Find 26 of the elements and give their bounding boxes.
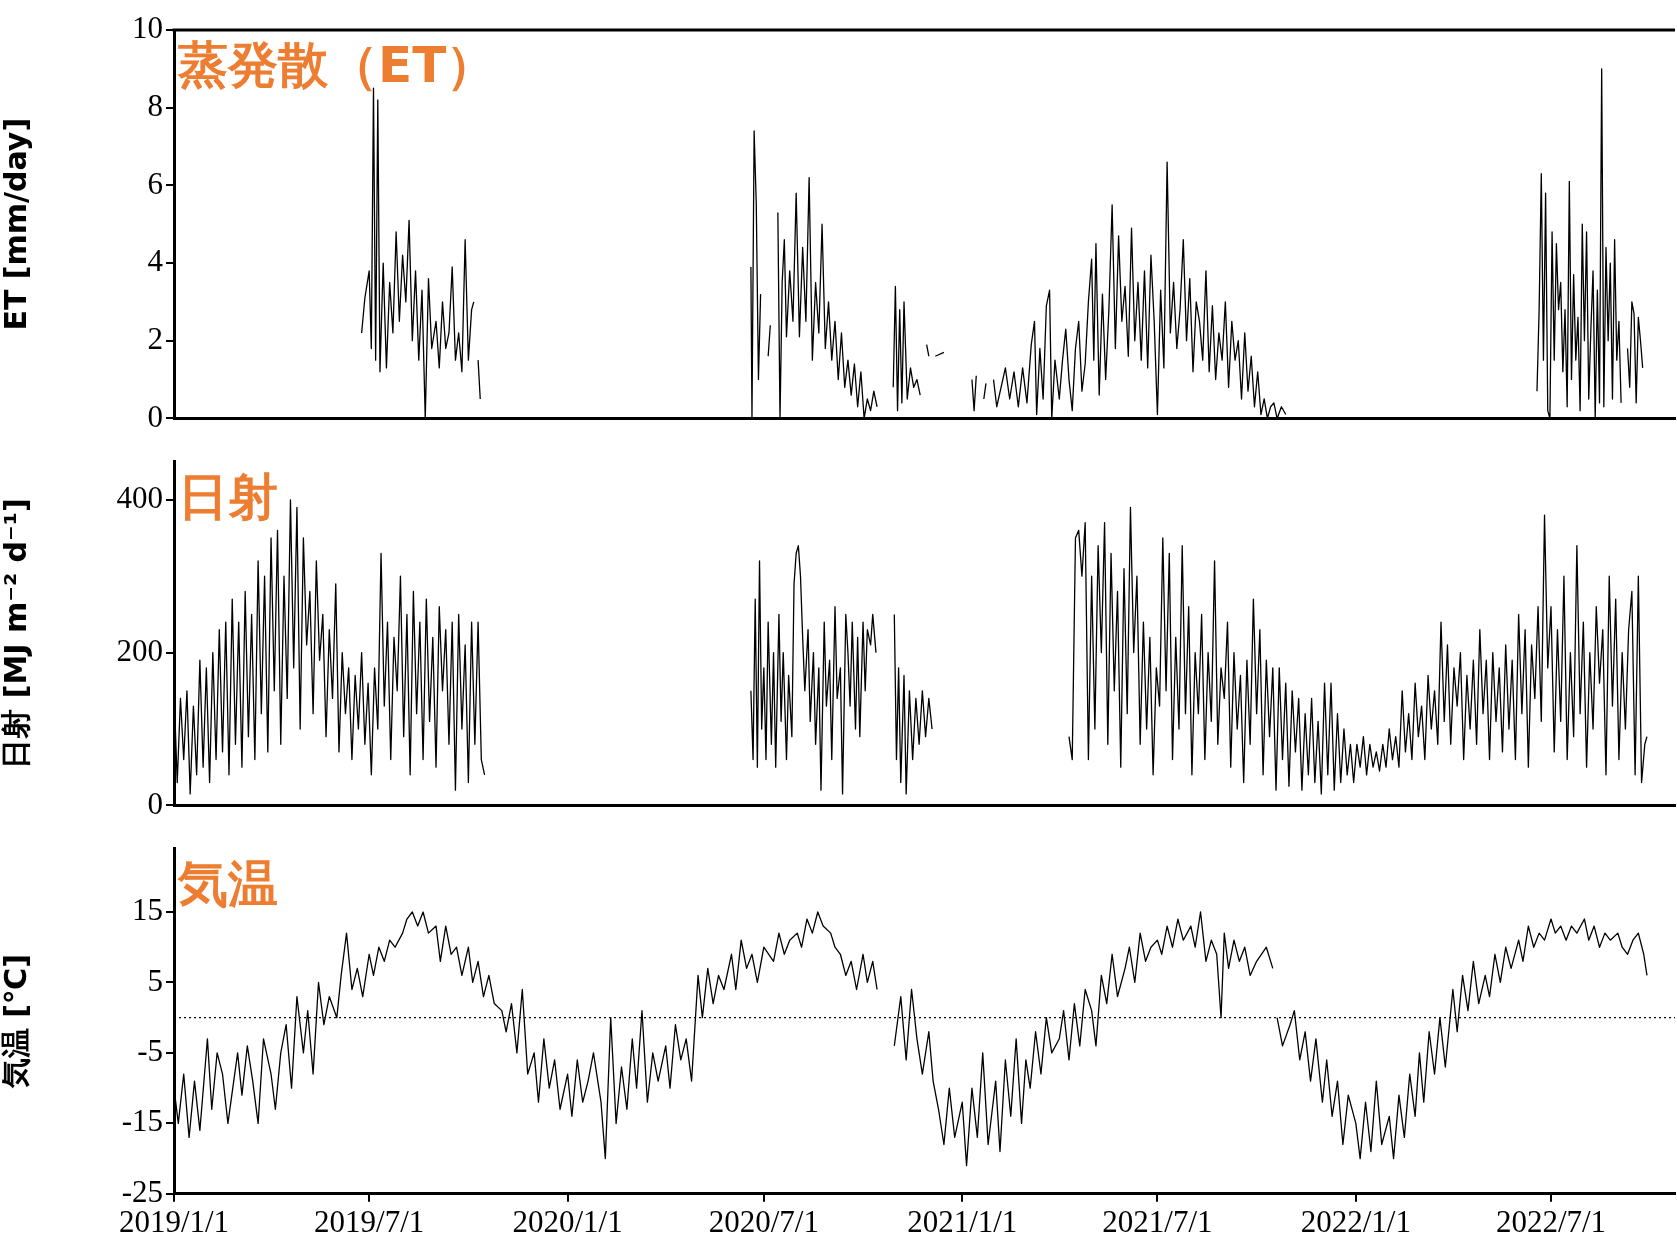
y-tick-label: -15 <box>121 1103 163 1139</box>
chart-title: 日射 <box>178 467 278 526</box>
y-tick-label: 6 <box>147 165 163 201</box>
y-tick-label: 2 <box>147 320 163 356</box>
x-tick-label: 2021/1/1 <box>907 1203 1018 1239</box>
x-tick-label: 2020/1/1 <box>512 1203 623 1239</box>
y-axis-title: 日射 [MJ m⁻² d⁻¹] <box>0 498 33 769</box>
y-tick-label: 8 <box>147 87 163 123</box>
y-tick-label: 15 <box>132 892 163 928</box>
y-tick-label: 10 <box>132 10 163 46</box>
y-tick-label: 0 <box>147 398 163 434</box>
y-tick-label: 5 <box>147 962 163 998</box>
x-tick-label: 2019/7/1 <box>314 1203 425 1239</box>
y-tick-label: 4 <box>147 243 164 279</box>
x-tick-label: 2021/7/1 <box>1102 1203 1213 1239</box>
y-tick-label: 0 <box>147 785 163 821</box>
chart-title: 蒸発散（ET） <box>177 35 497 94</box>
chart-title: 気温 <box>177 854 278 913</box>
y-axis-title: 気温 [℃] <box>0 954 33 1090</box>
y-axis-title: ET [mm/day] <box>0 117 33 331</box>
x-tick-label: 2022/7/1 <box>1495 1203 1607 1239</box>
x-tick-label: 2022/1/1 <box>1300 1203 1411 1239</box>
y-tick-label: 200 <box>116 632 163 668</box>
x-tick-label: 2020/7/1 <box>708 1203 819 1239</box>
y-tick-label: 400 <box>116 479 163 515</box>
y-tick-label: -5 <box>137 1033 163 1069</box>
